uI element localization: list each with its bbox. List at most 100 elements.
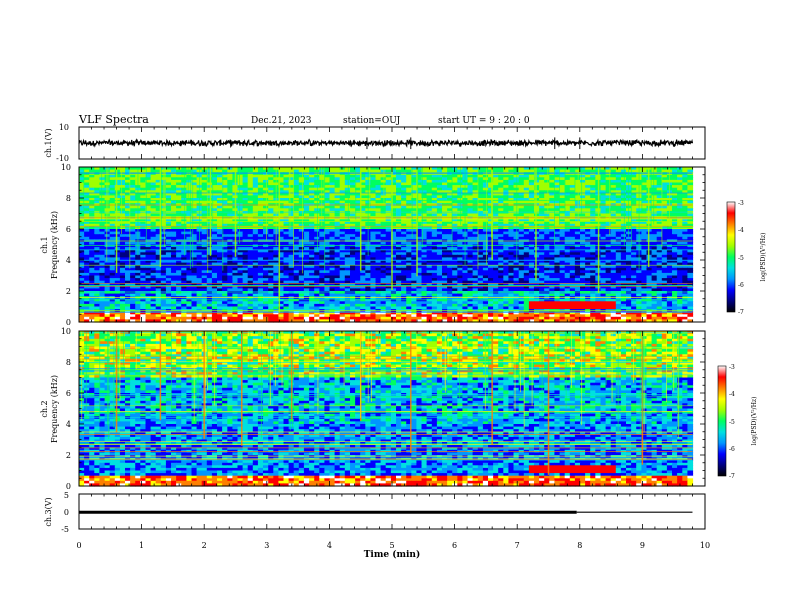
spec-cell [631, 174, 637, 178]
spec-cell [452, 169, 458, 173]
spec-cell [155, 208, 162, 212]
spec-cell [620, 260, 627, 264]
spec-cell [682, 262, 688, 266]
spec-cell [344, 200, 351, 204]
spec-cell [380, 169, 387, 173]
spec-cell [580, 234, 586, 238]
spec-cell [585, 210, 591, 215]
spec-cell [590, 172, 596, 176]
spec-cell [396, 241, 402, 246]
spec-cell [370, 252, 377, 256]
spec-cell [283, 267, 290, 271]
spec-cell [84, 262, 90, 266]
spec-cell [104, 177, 111, 181]
spec-cell [324, 218, 331, 222]
spec-cell [518, 265, 525, 269]
spec-cell [615, 231, 622, 235]
spec-cell [181, 247, 187, 251]
spec-cell [283, 205, 290, 209]
spec-cell [350, 167, 356, 171]
spec-cell [600, 247, 607, 251]
spec-cell [119, 208, 126, 212]
spec-cell [574, 247, 581, 251]
spec-cell [672, 262, 678, 266]
spec-cell [442, 177, 448, 181]
spec-cell [574, 198, 581, 202]
spec-cell [109, 244, 116, 248]
spec-cell [385, 200, 392, 204]
spec-cell [125, 192, 131, 196]
spec-cell [360, 234, 366, 238]
spec-cell [155, 198, 162, 202]
spec-cell [160, 267, 167, 271]
spec-cell [283, 234, 290, 238]
spec-cell [298, 182, 305, 186]
spec-cell [309, 200, 315, 204]
spec-cell [201, 257, 208, 261]
spec-cell [211, 210, 218, 215]
spec-cell [314, 182, 320, 186]
spec-cell [242, 244, 249, 248]
spec-cell [401, 179, 407, 184]
spec-cell [339, 229, 346, 233]
spec-cell [227, 169, 233, 173]
spec-cell [206, 200, 213, 204]
spec-cell [206, 231, 213, 235]
spec-cell [150, 221, 157, 225]
spec-cell [140, 167, 146, 171]
spec-cell [89, 236, 95, 240]
spec-cell [339, 267, 346, 271]
spec-cell [677, 247, 683, 251]
spec-cell [431, 244, 438, 248]
spec-cell [217, 208, 223, 212]
spec-cell [554, 213, 561, 217]
spec-cell [324, 179, 331, 184]
spec-cell [467, 179, 474, 184]
spec-cell [114, 252, 121, 256]
spec-cell [457, 229, 463, 233]
spec-cell [467, 265, 474, 269]
spec-cell [125, 244, 131, 248]
spec-cell [165, 267, 172, 271]
spec-cell [109, 213, 116, 217]
spec-cell [559, 262, 566, 266]
spec-cell [109, 267, 116, 271]
spec-cell [227, 270, 233, 274]
spec-cell [140, 198, 146, 202]
spec-cell [140, 187, 146, 191]
spec-cell [641, 247, 648, 251]
spec-cell [549, 252, 555, 256]
spec-cell [513, 177, 520, 181]
spec-cell [155, 272, 162, 277]
spec-cell [503, 236, 509, 240]
spec-cell [472, 247, 479, 251]
spec-cell [298, 190, 305, 194]
spec-cell [375, 179, 382, 184]
spec-cell [176, 200, 182, 204]
spec-cell [528, 252, 535, 256]
spec-cell [217, 187, 223, 191]
spec-cell [288, 213, 295, 217]
spec-cell [406, 267, 412, 271]
spec-cell [165, 236, 172, 240]
spec-cell [160, 270, 167, 274]
spec-cell [293, 241, 300, 246]
spec-cell [84, 208, 90, 212]
spec-cell [380, 192, 387, 196]
spec-cell [585, 177, 591, 181]
spec-cell [288, 205, 295, 209]
spec-cell [176, 241, 182, 246]
spec-cell [84, 236, 90, 240]
spec-cell [303, 244, 310, 248]
spec-cell [498, 210, 504, 215]
spec-cell [661, 241, 668, 246]
spec-cell [211, 200, 218, 204]
spec-cell [631, 205, 637, 209]
spec-cell [176, 231, 182, 235]
spec-cell [114, 241, 121, 246]
spec-cell [498, 182, 504, 186]
spec-cell [104, 205, 111, 209]
spec-cell [467, 234, 474, 238]
spec-cell [181, 208, 187, 212]
spec-cell [196, 270, 203, 274]
